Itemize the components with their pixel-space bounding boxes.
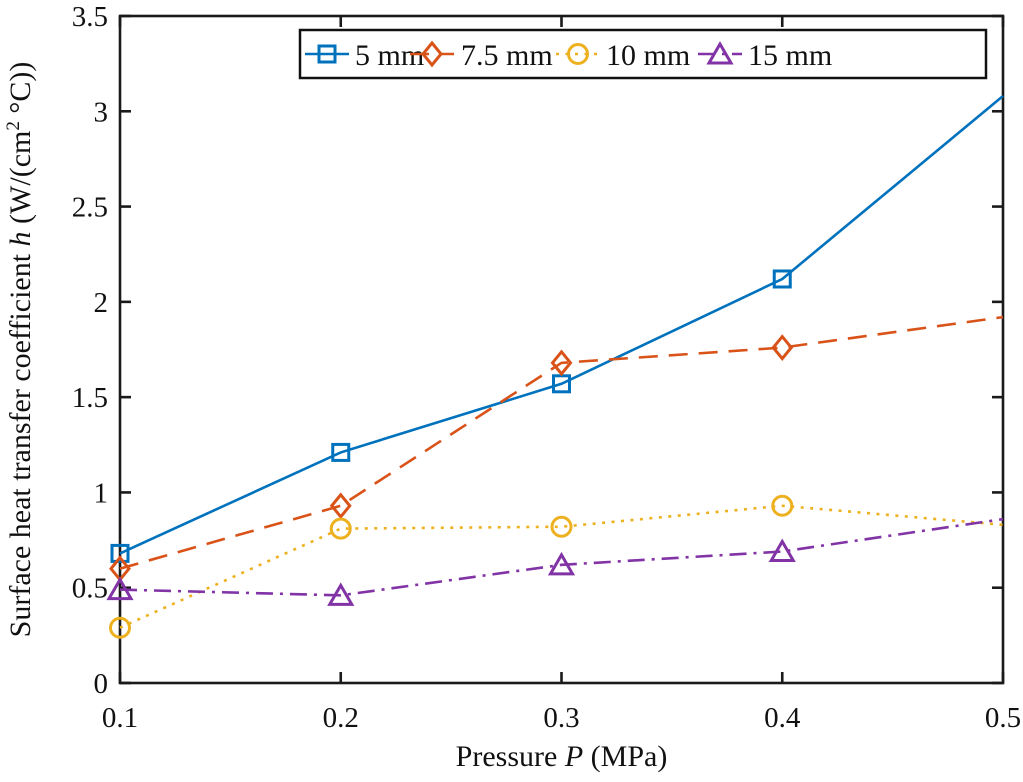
y-axis-title: Surface heat transfer coefficient h (W/(… bbox=[3, 16, 38, 683]
legend: 5 mm 7.5 mm 10 mm 15 mm bbox=[298, 28, 988, 80]
x-axis-title-unit: (MPa) bbox=[583, 740, 668, 773]
y-axis-title-unit-open: (W/(cm bbox=[4, 130, 37, 232]
legend-label: 10 mm bbox=[606, 39, 690, 72]
circle-marker-icon bbox=[329, 517, 352, 540]
series-line bbox=[119, 517, 1004, 597]
square-marker-icon bbox=[772, 269, 792, 289]
legend-label: 7.5 mm bbox=[461, 39, 553, 72]
y-axis-title-superscript: 2 bbox=[3, 121, 24, 131]
square-marker-icon bbox=[110, 543, 130, 563]
y-tick-label: 0 bbox=[94, 668, 109, 700]
circle-marker-icon bbox=[550, 515, 573, 538]
series-line bbox=[119, 315, 1004, 570]
y-axis-title-unit-close: °C)) bbox=[4, 61, 37, 122]
series-line bbox=[119, 95, 1004, 555]
legend-label: 15 mm bbox=[748, 39, 832, 72]
triangle-marker-icon bbox=[327, 582, 355, 606]
series-10-mm bbox=[109, 494, 1004, 639]
y-axis-title-variable: h bbox=[4, 231, 37, 247]
series-7-5-mm bbox=[109, 315, 1004, 583]
diamond-marker-icon bbox=[329, 492, 352, 520]
series-5-mm bbox=[110, 95, 1004, 563]
x-axis-title-variable: P bbox=[564, 740, 584, 773]
circle-marker-icon bbox=[771, 494, 794, 517]
y-tick-label: 3 bbox=[94, 96, 109, 128]
legend-item-10-mm: 10 mm bbox=[556, 39, 690, 72]
y-tick-label: 3.5 bbox=[72, 1, 108, 33]
diamond-marker-icon bbox=[771, 334, 794, 361]
circle-marker-icon bbox=[109, 616, 131, 639]
legend-item-5-mm: 5 mm bbox=[305, 39, 424, 72]
square-marker-icon bbox=[317, 44, 337, 64]
x-axis-title: Pressure P (MPa) bbox=[120, 740, 1003, 774]
x-tick-label: 0.2 bbox=[323, 702, 359, 734]
y-tick-label: 1 bbox=[94, 477, 109, 509]
diamond-marker-icon bbox=[421, 40, 443, 68]
legend-item-15-mm: 15 mm bbox=[698, 39, 832, 72]
x-axis-title-text: Pressure bbox=[455, 740, 565, 773]
diamond-marker-icon bbox=[550, 349, 573, 377]
y-tick-label: 2.5 bbox=[72, 192, 108, 224]
legend-item-7-5-mm: 7.5 mm bbox=[410, 39, 553, 72]
x-tick-label: 0.5 bbox=[985, 702, 1021, 734]
series-15-mm bbox=[106, 517, 1004, 606]
triangle-marker-icon bbox=[106, 576, 134, 601]
x-tick-label: 0.3 bbox=[543, 702, 579, 734]
y-tick-label: 1.5 bbox=[72, 382, 108, 414]
triangle-marker-icon bbox=[706, 41, 734, 65]
legend-label: 5 mm bbox=[355, 39, 424, 72]
triangle-marker-icon bbox=[547, 551, 576, 576]
square-marker-icon bbox=[331, 442, 351, 462]
triangle-marker-icon bbox=[768, 538, 796, 563]
circle-marker-icon bbox=[567, 43, 589, 65]
y-axis-title-text: Surface heat transfer coefficient bbox=[4, 246, 37, 638]
x-tick-label: 0.1 bbox=[102, 702, 138, 734]
x-tick-label: 0.4 bbox=[764, 702, 801, 734]
y-tick-label: 2 bbox=[94, 287, 109, 319]
y-tick-label: 0.5 bbox=[72, 573, 108, 605]
series-line bbox=[119, 504, 1004, 629]
